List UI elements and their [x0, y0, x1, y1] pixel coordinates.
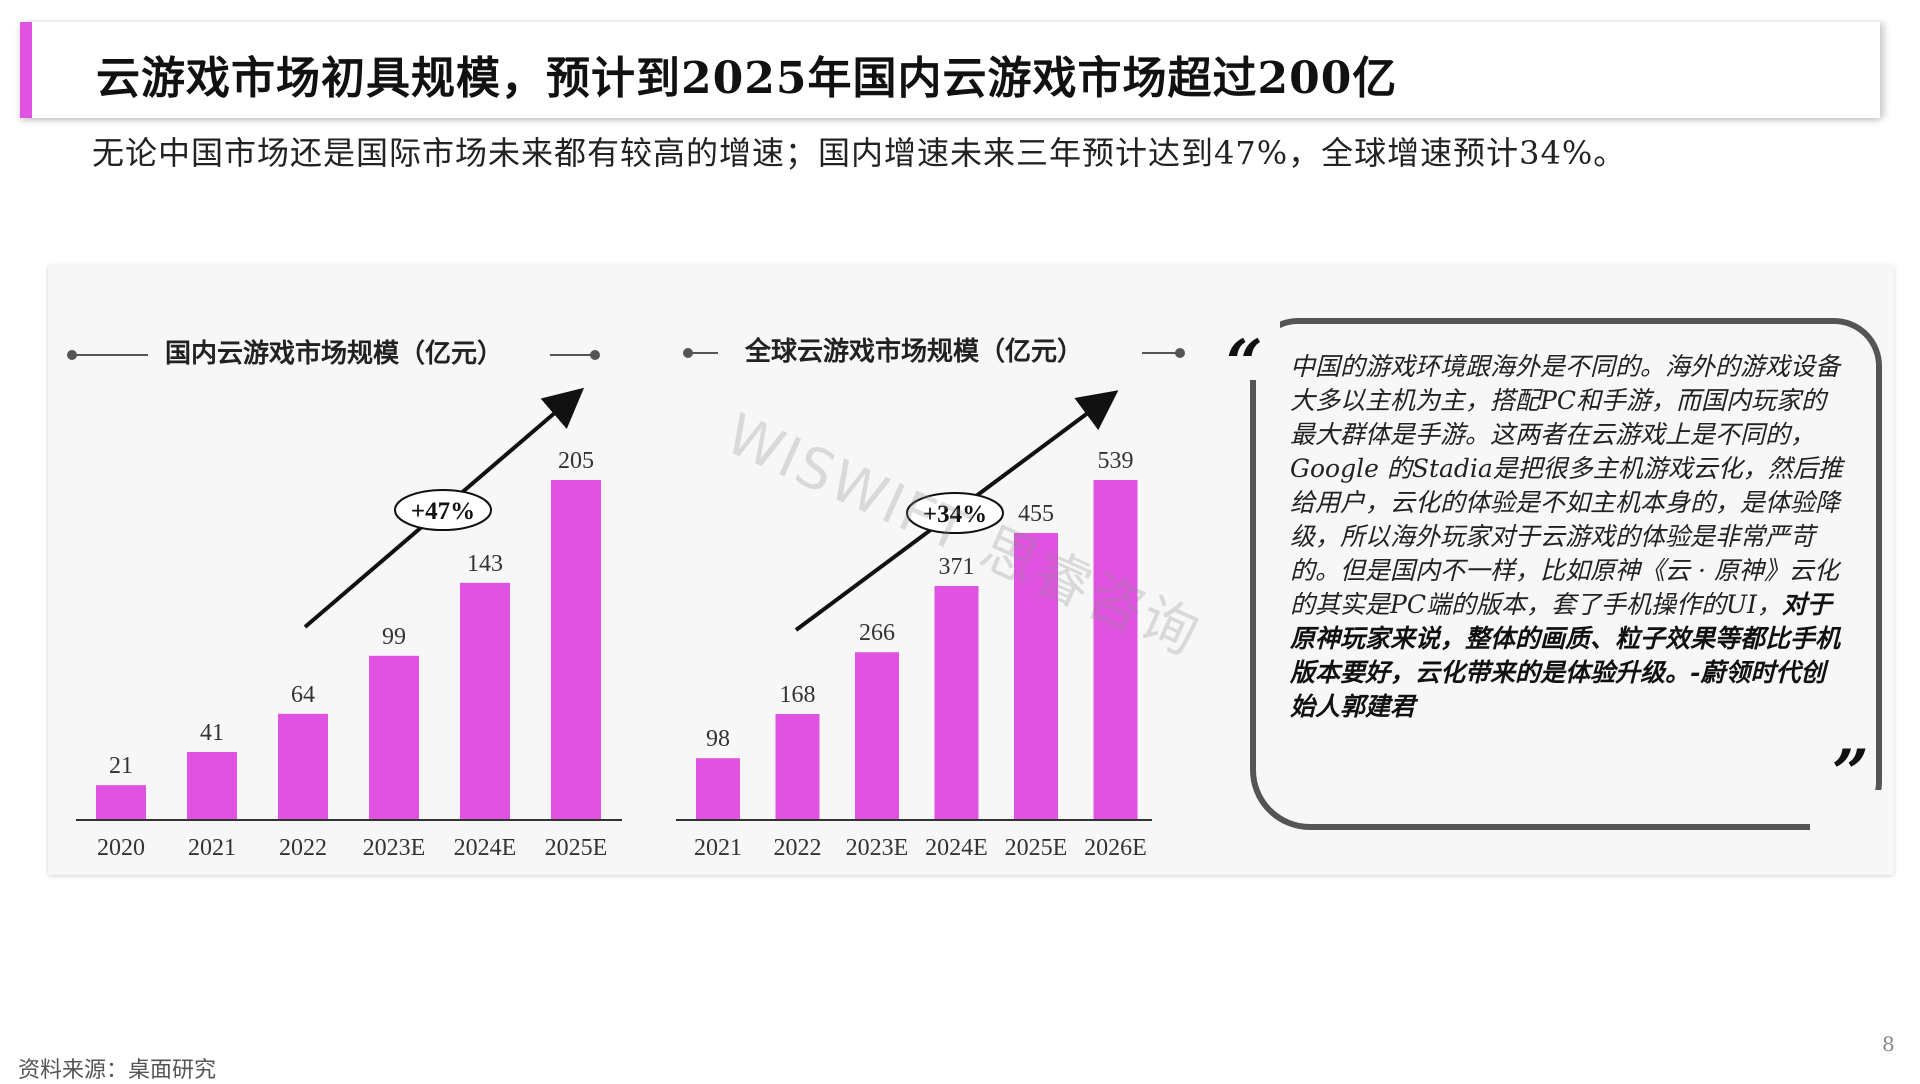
- bar: [1014, 532, 1058, 820]
- data-label: 41: [200, 720, 224, 746]
- bar: [934, 585, 979, 820]
- page-subtitle: 无论中国市场还是国际市场未来都有较高的增速；国内增速未来三年预计达到47%，全球…: [92, 134, 1627, 172]
- chart-title: 全球云游戏市场规模（亿元）: [744, 336, 1083, 367]
- data-label: 168: [780, 682, 816, 708]
- bar: [460, 582, 510, 820]
- page-number: 8: [1882, 1032, 1895, 1056]
- tick-label: 2026E: [1084, 835, 1147, 861]
- bar: [775, 714, 820, 820]
- growth-badge: [394, 489, 492, 531]
- title-accent-bar: [20, 22, 32, 118]
- bar: [696, 758, 740, 820]
- quote-text-bold: 对于原神玩家来说，整体的画质、粒子效果等都比手机版本要好，云化带来的是体验升级。…: [1290, 590, 1841, 721]
- tick-label: 2024E: [454, 835, 517, 861]
- quote-box-gap-top: [1230, 310, 1280, 380]
- growth-annotation: +34%: [923, 501, 987, 528]
- data-label: 64: [291, 682, 315, 708]
- bar: [551, 480, 601, 820]
- tick-label: 2023E: [846, 835, 909, 861]
- tick-label: 2025E: [1005, 835, 1068, 861]
- tick-label: 2022: [774, 835, 822, 861]
- page-title: 云游戏市场初具规模，预计到2025年国内云游戏市场超过200亿: [96, 53, 1398, 104]
- bar: [187, 752, 237, 820]
- tick-label: 2023E: [363, 835, 426, 861]
- quote-text: 中国的游戏环境跟海外是不同的。海外的游戏设备大多以主机为主，搭配PC和手游，而国…: [1290, 350, 1850, 724]
- close-quote-icon: ”: [1832, 736, 1869, 811]
- data-label: 539: [1098, 448, 1134, 474]
- bar: [1093, 480, 1138, 820]
- data-label: 371: [939, 554, 975, 580]
- growth-annotation: +47%: [411, 498, 475, 525]
- bar: [96, 785, 146, 820]
- title-dot-right: [590, 350, 600, 360]
- quote-box: [1250, 318, 1882, 830]
- growth-badge: [906, 492, 1004, 534]
- title-dot-left: [67, 350, 77, 360]
- title-bar: 云游戏市场初具规模，预计到2025年国内云游戏市场超过200亿: [20, 22, 1880, 118]
- chart-title: 国内云游戏市场规模（亿元）: [165, 338, 503, 369]
- source-note: 资料来源：桌面研究: [18, 1058, 217, 1083]
- data-label: 266: [859, 620, 895, 646]
- tick-label: 2022: [279, 835, 327, 861]
- open-quote-icon: “: [1226, 326, 1263, 401]
- title-dot-left: [683, 348, 693, 358]
- data-label: 99: [382, 624, 406, 650]
- quote-text-normal: 中国的游戏环境跟海外是不同的。海外的游戏设备大多以主机为主，搭配PC和手游，而国…: [1290, 352, 1843, 619]
- data-label: 455: [1018, 501, 1054, 527]
- data-label: 205: [558, 448, 594, 474]
- bar: [278, 713, 328, 820]
- tick-label: 2021: [694, 835, 742, 861]
- quote-box-gap-bottom: [1810, 790, 1890, 830]
- title-dot-right: [1175, 348, 1185, 358]
- data-label: 143: [467, 551, 503, 577]
- bar: [855, 652, 899, 820]
- data-label: 21: [109, 753, 133, 779]
- data-label: 98: [706, 726, 730, 752]
- bar: [369, 655, 419, 820]
- tick-label: 2024E: [925, 835, 988, 861]
- tick-label: 2020: [97, 835, 145, 861]
- tick-label: 2021: [188, 835, 236, 861]
- tick-label: 2025E: [545, 835, 608, 861]
